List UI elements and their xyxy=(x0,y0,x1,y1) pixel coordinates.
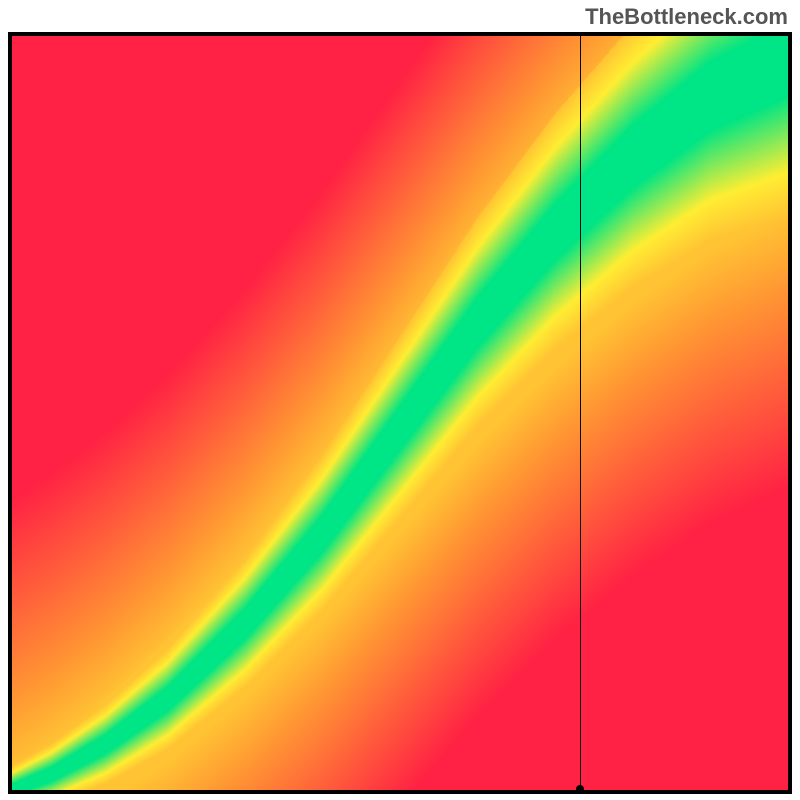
heatmap-canvas xyxy=(12,36,788,790)
watermark-text: TheBottleneck.com xyxy=(585,4,788,30)
heatmap-chart xyxy=(8,32,792,794)
crosshair-marker-dot xyxy=(576,785,584,793)
crosshair-vertical-line xyxy=(580,36,581,790)
